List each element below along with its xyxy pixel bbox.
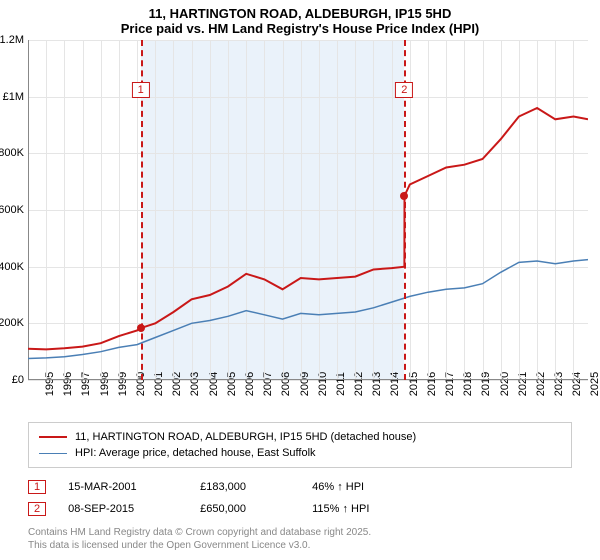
event-marker-number: 2 xyxy=(28,502,46,516)
y-tick-label: £400K xyxy=(0,261,24,273)
series-hpi xyxy=(28,260,588,359)
legend-item: 11, HARTINGTON ROAD, ALDEBURGH, IP15 5HD… xyxy=(39,429,561,445)
title-line2: Price paid vs. HM Land Registry's House … xyxy=(0,21,600,36)
title-line1: 11, HARTINGTON ROAD, ALDEBURGH, IP15 5HD xyxy=(0,6,600,21)
y-tick-label: £1M xyxy=(3,91,24,103)
y-tick-label: £600K xyxy=(0,204,24,216)
y-tick-label: £1.2M xyxy=(0,34,24,46)
y-tick-label: £0 xyxy=(12,374,24,386)
marker-dot xyxy=(400,192,408,200)
event-delta: 46% ↑ HPI xyxy=(312,481,364,493)
chart-container: 11, HARTINGTON ROAD, ALDEBURGH, IP15 5HD… xyxy=(0,0,600,560)
title-block: 11, HARTINGTON ROAD, ALDEBURGH, IP15 5HD… xyxy=(0,0,600,40)
event-date: 08-SEP-2015 xyxy=(68,503,178,515)
y-tick-label: £800K xyxy=(0,147,24,159)
event-delta: 115% ↑ HPI xyxy=(312,503,369,515)
legend-label: 11, HARTINGTON ROAD, ALDEBURGH, IP15 5HD… xyxy=(75,431,416,443)
marker-label: 2 xyxy=(395,82,413,98)
sale-events: 1 15-MAR-2001 £183,000 46% ↑ HPI 2 08-SEP-201… xyxy=(28,476,572,520)
marker-dot xyxy=(137,324,145,332)
marker-label: 1 xyxy=(132,82,150,98)
legend-label: HPI: Average price, detached house, East… xyxy=(75,447,316,459)
event-marker-number: 1 xyxy=(28,480,46,494)
series-price_paid xyxy=(28,108,588,349)
event-date: 15-MAR-2001 xyxy=(68,481,178,493)
event-row: 2 08-SEP-2015 £650,000 115% ↑ HPI xyxy=(28,498,572,520)
y-tick-label: £200K xyxy=(0,317,24,329)
footer-line2: This data is licensed under the Open Gov… xyxy=(28,539,572,552)
line-series-layer xyxy=(28,40,588,380)
event-price: £650,000 xyxy=(200,503,290,515)
attribution-footer: Contains HM Land Registry data © Crown c… xyxy=(28,526,572,552)
event-row: 1 15-MAR-2001 £183,000 46% ↑ HPI xyxy=(28,476,572,498)
legend-swatch xyxy=(39,436,67,438)
footer-line1: Contains HM Land Registry data © Crown c… xyxy=(28,526,572,539)
legend-item: HPI: Average price, detached house, East… xyxy=(39,445,561,461)
legend-swatch xyxy=(39,453,67,454)
event-price: £183,000 xyxy=(200,481,290,493)
chart-plot-area: £0£200K£400K£600K£800K£1M£1.2M1995199619… xyxy=(28,40,588,380)
legend: 11, HARTINGTON ROAD, ALDEBURGH, IP15 5HD… xyxy=(28,422,572,468)
